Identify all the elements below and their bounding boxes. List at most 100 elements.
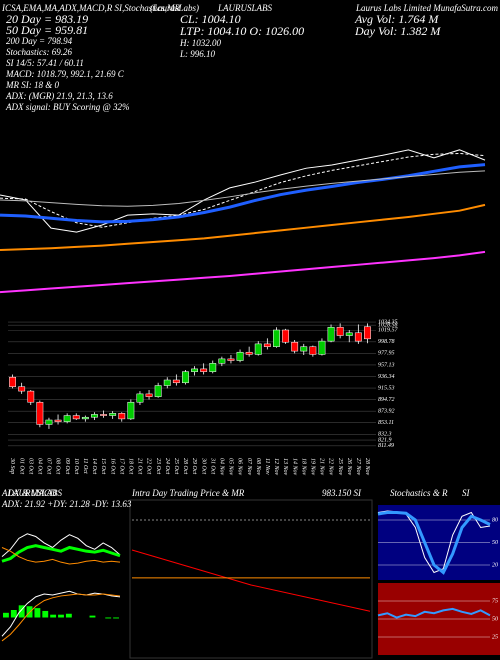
annotation: 20 Day = 983.19 bbox=[6, 12, 88, 26]
x-tick-label: 30 Oct bbox=[200, 457, 206, 474]
candle-body bbox=[263, 343, 271, 347]
histogram-bar bbox=[113, 617, 119, 619]
annotation: Day Vol: 1.382 M bbox=[354, 24, 441, 38]
candle-body bbox=[245, 351, 253, 355]
y-tick-label: 873.92 bbox=[378, 409, 395, 415]
panel-title: Stochastics & R bbox=[390, 488, 448, 498]
x-tick-label: 03 Oct bbox=[27, 458, 33, 474]
y-tick-label: 1034.35 bbox=[378, 318, 398, 325]
x-tick-label: 26 Nov bbox=[346, 458, 352, 476]
candle-body bbox=[291, 341, 299, 352]
candle-body bbox=[327, 326, 335, 342]
candle-body bbox=[282, 329, 289, 343]
x-tick-label: 08 Nov bbox=[255, 458, 261, 476]
x-tick-label: 05 Nov bbox=[228, 458, 234, 476]
candle-body bbox=[81, 416, 89, 420]
series-line bbox=[1, 593, 121, 642]
annotation: CL: 1004.10 bbox=[180, 12, 241, 26]
panel-title: LAURUSLABS bbox=[7, 488, 63, 498]
candle-body bbox=[100, 414, 107, 416]
candle-body bbox=[63, 415, 71, 422]
histogram-bar bbox=[58, 614, 64, 618]
x-tick-label: 14 Nov bbox=[291, 458, 298, 476]
x-tick-label: 29 Oct bbox=[191, 458, 197, 474]
histogram-bar bbox=[89, 615, 96, 618]
candle-body bbox=[364, 326, 371, 340]
annotation: ADX: (MGR) 21.9, 21.3, 13.6 bbox=[5, 91, 113, 101]
annotation: ICSA,EMA,MA,ADX,MACD,R SI,Stochastics,MR bbox=[1, 3, 180, 13]
annotation: SI 14/5: 57.41 / 60.11 bbox=[6, 58, 84, 68]
x-tick-label: 07 Nov bbox=[246, 458, 252, 476]
x-tick-label: 23 Oct bbox=[155, 458, 161, 474]
histogram-bar bbox=[105, 617, 112, 619]
x-tick-label: 08 Oct bbox=[55, 458, 61, 474]
annotation: LTP: 1004.10 O: 1026.00 bbox=[179, 24, 304, 38]
candle-body bbox=[254, 343, 262, 355]
annotation: H: 1032.00 bbox=[179, 38, 221, 48]
annotation: 200 Day = 798.94 bbox=[6, 36, 73, 46]
candle-body bbox=[273, 329, 280, 347]
y-tick-label: 894.72 bbox=[378, 396, 395, 403]
y-tick-label: 811.49 bbox=[378, 442, 394, 449]
y-tick-label: 50 bbox=[492, 616, 498, 622]
candle-body bbox=[309, 346, 317, 355]
panel-title: Intra Day Trading Price & MR bbox=[131, 488, 245, 498]
annotation: MR SI: 18 & 0 bbox=[5, 80, 59, 90]
x-tick-label: 27 Nov bbox=[355, 458, 361, 476]
x-tick-label: 11 Oct bbox=[82, 458, 88, 474]
annotation: ADX signal: BUY Scoring @ 32% bbox=[5, 102, 130, 112]
series-line bbox=[0, 163, 486, 224]
candle-body bbox=[18, 386, 26, 392]
x-tick-label: 04 Nov bbox=[218, 458, 225, 476]
series-line bbox=[0, 203, 486, 252]
y-tick-label: 998.78 bbox=[378, 339, 395, 345]
annotation: Stochastics: 69.26 bbox=[6, 47, 72, 57]
y-tick-label: 853.11 bbox=[378, 420, 394, 426]
series-line bbox=[377, 511, 491, 575]
series-line bbox=[1, 590, 121, 637]
y-tick-label: 821.9 bbox=[378, 437, 392, 443]
x-tick-label: 04 Oct bbox=[36, 458, 43, 474]
annotation: Avg Vol: 1.764 M bbox=[354, 12, 439, 26]
candle-body bbox=[236, 351, 244, 361]
y-tick-label: 832.3 bbox=[378, 432, 392, 438]
histogram-bar bbox=[10, 610, 17, 618]
series-line bbox=[0, 149, 486, 233]
candle-body bbox=[118, 413, 126, 420]
annotation: MACD: 1018.79, 992.1, 21.69 C bbox=[5, 69, 125, 79]
candle-body bbox=[9, 376, 16, 387]
x-tick-label: 14 Oct bbox=[91, 458, 98, 474]
y-tick-label: 957.13 bbox=[378, 362, 395, 368]
y-tick-label: 977.95 bbox=[378, 351, 395, 357]
candle-body bbox=[54, 419, 62, 422]
candle-body bbox=[227, 358, 235, 361]
y-tick-label: 25 bbox=[492, 634, 498, 640]
x-tick-label: 21 Nov bbox=[319, 458, 325, 476]
series-line bbox=[0, 250, 486, 294]
x-tick-label: 01 Oct bbox=[18, 458, 24, 474]
candle-body bbox=[191, 368, 198, 372]
panel-subtitle: ADX: 21.92 +DY: 21.28 -DY: 13.63 bbox=[1, 499, 132, 509]
x-tick-label: 24 Oct bbox=[164, 458, 171, 474]
chart-title: LAURUSLABS bbox=[217, 3, 273, 13]
candle-body bbox=[91, 414, 98, 418]
series-line bbox=[131, 549, 371, 612]
annotation: Laurus Labs Limited MunafaSutra.com bbox=[355, 3, 499, 13]
candle-body bbox=[127, 401, 135, 420]
candle-body bbox=[182, 371, 189, 384]
series-line bbox=[1, 544, 121, 563]
x-tick-label: 06 Nov bbox=[237, 458, 243, 476]
x-tick-label: 28 Oct bbox=[182, 458, 188, 474]
x-tick-label: 22 Oct bbox=[146, 458, 152, 474]
histogram-bar bbox=[3, 612, 9, 618]
candle-body bbox=[27, 390, 35, 403]
intraday-frame bbox=[129, 499, 373, 659]
series-line bbox=[0, 170, 486, 207]
y-tick-label: 50 bbox=[492, 540, 498, 546]
candle-body bbox=[200, 368, 208, 372]
histogram-bar bbox=[50, 614, 57, 618]
candle-body bbox=[72, 415, 80, 420]
candle-body bbox=[336, 326, 344, 336]
x-tick-label: 16 Oct bbox=[109, 458, 115, 474]
